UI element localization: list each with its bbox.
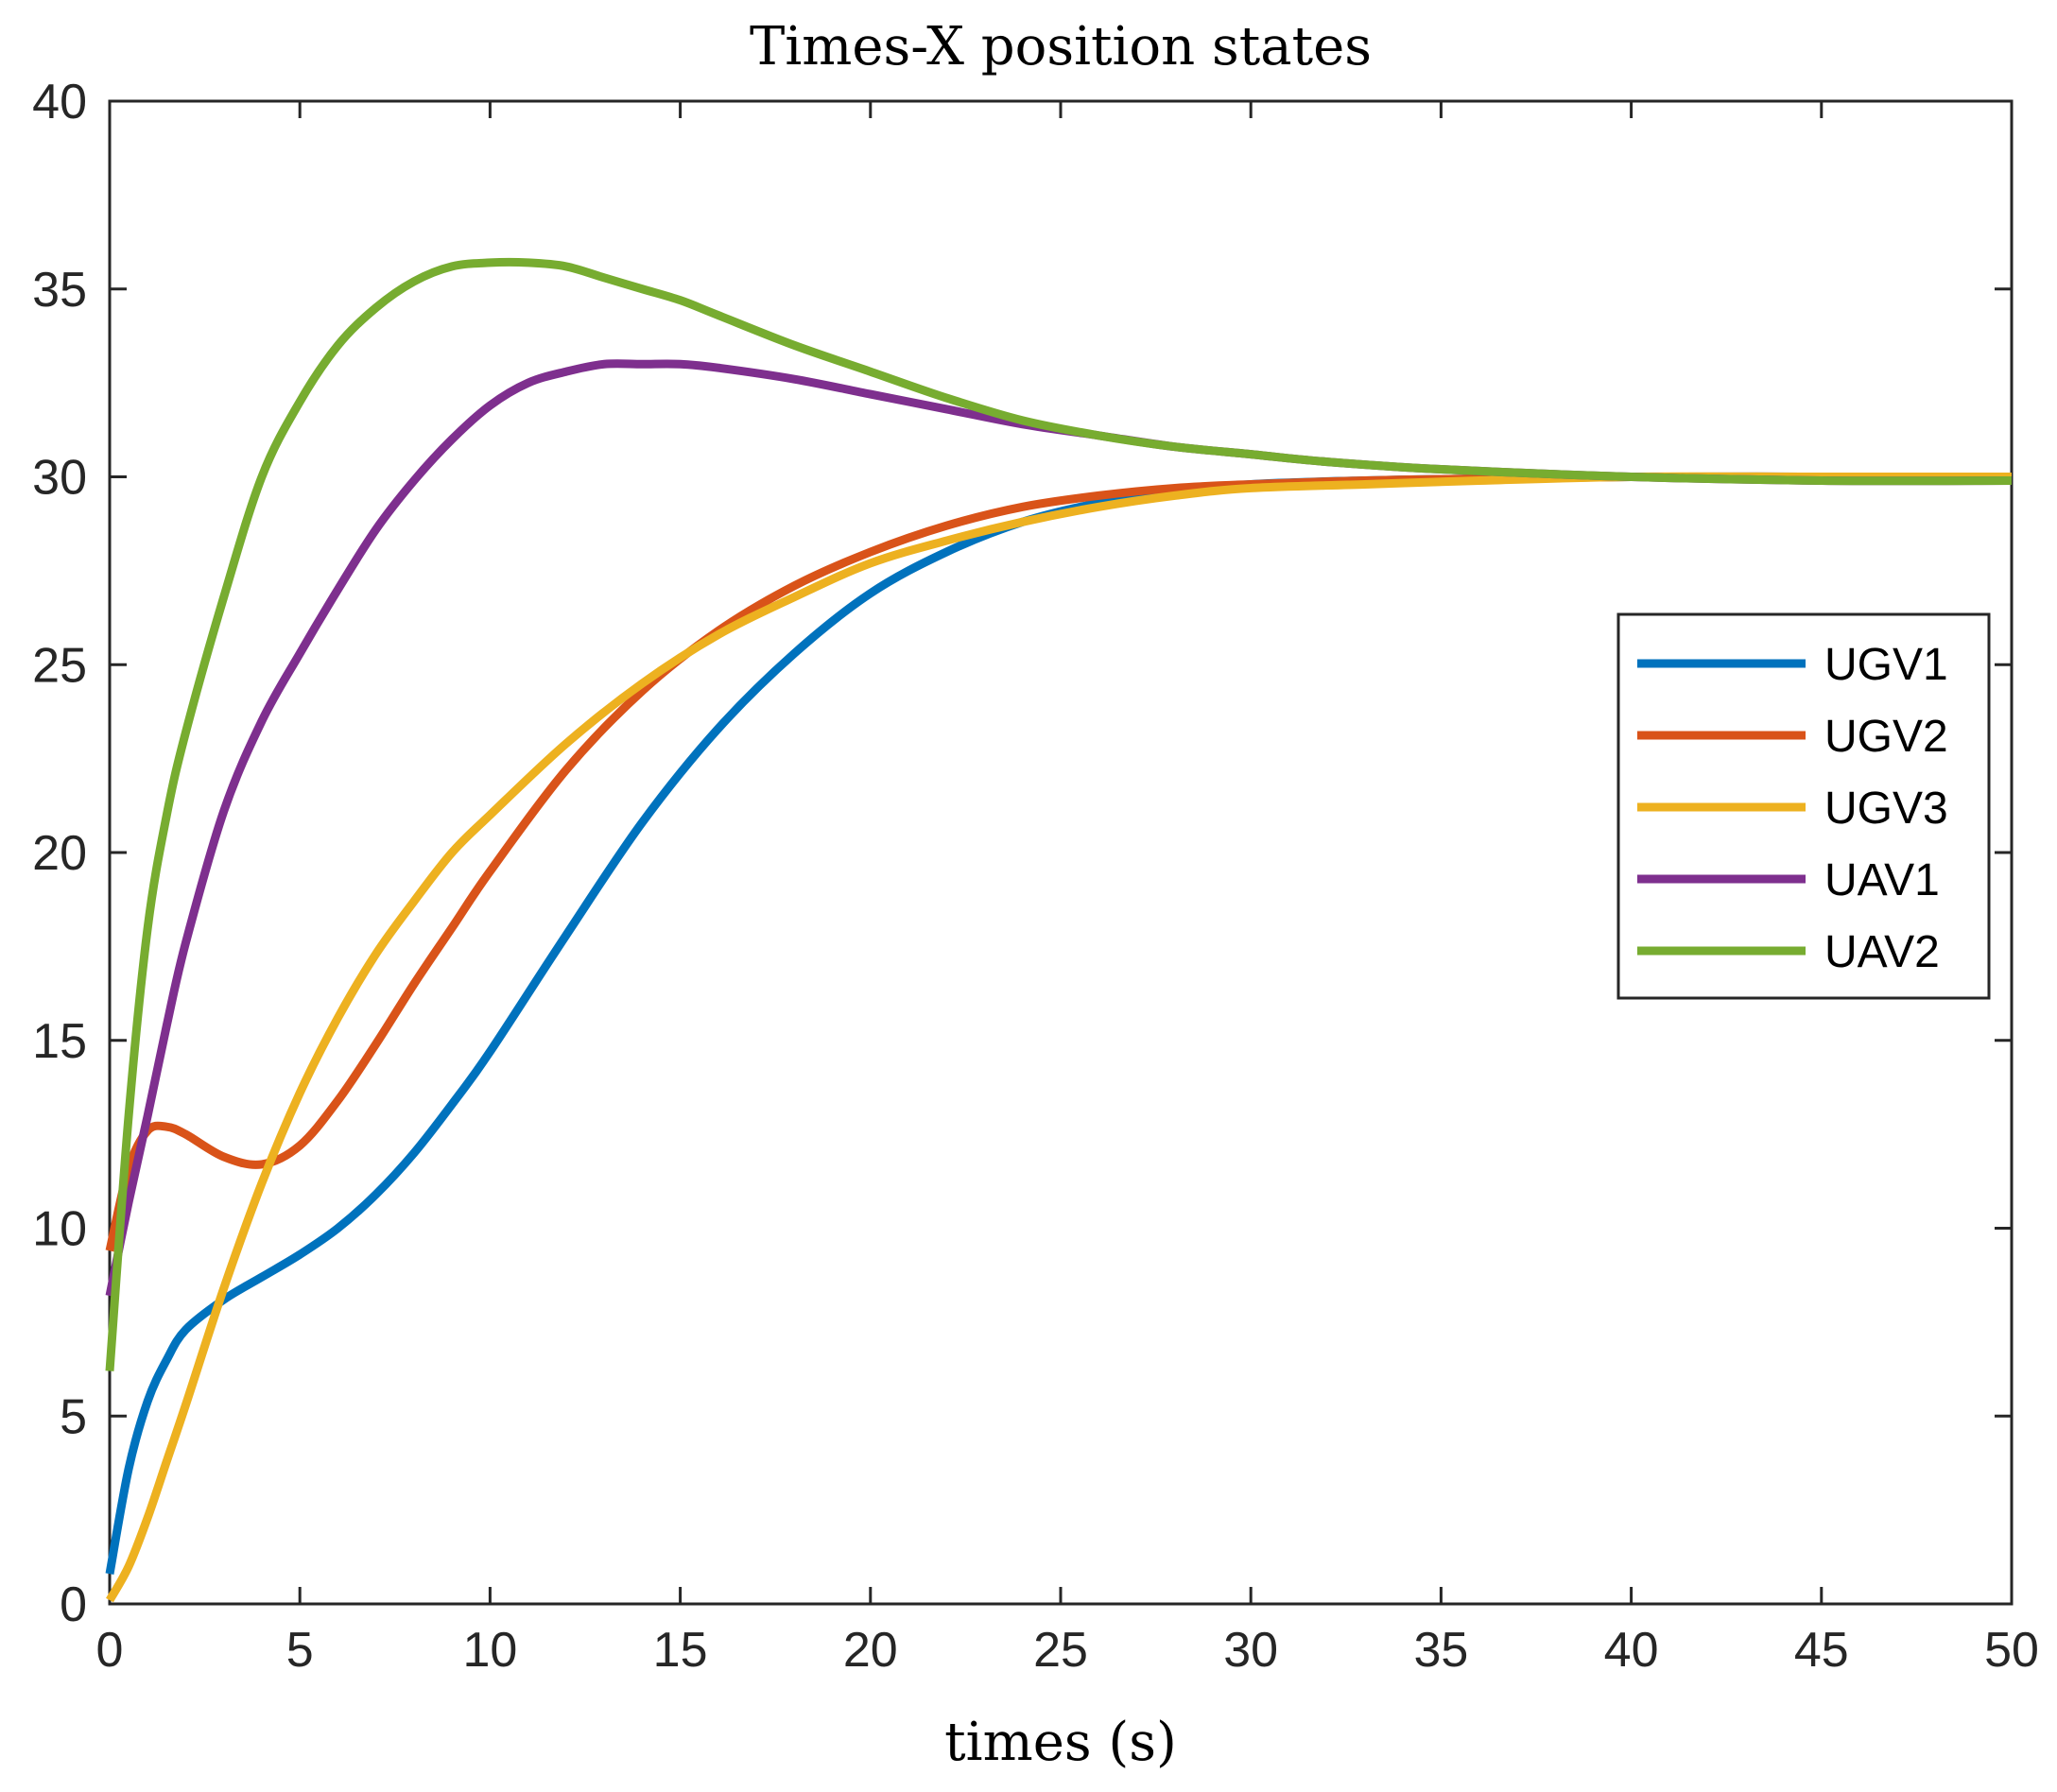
legend: UGV1 UGV2 UGV3 UAV1 UAV2 [1616, 612, 1991, 1000]
legend-label-uav2: UAV2 [1824, 927, 1940, 977]
series-line-ugv3 [106, 472, 2012, 1603]
axis-ticks: 0 5 10 15 20 25 30 35 40 45 50 0 5 10 15 20 25 30 35 40 [32, 75, 2039, 1678]
y-tick-label: 5 [60, 1389, 87, 1444]
y-tick-label: 35 [32, 263, 87, 318]
x-tick-label: 35 [1413, 1623, 1468, 1678]
legend-label-uav1: UAV1 [1824, 855, 1940, 905]
x-tick-label: 50 [1984, 1623, 2039, 1678]
series-line-uav2 [105, 257, 2013, 1371]
y-tick-label: 0 [60, 1577, 87, 1632]
x-tick-label: 15 [653, 1623, 708, 1678]
y-tick-label: 30 [32, 451, 87, 506]
legend-label-ugv2: UGV2 [1824, 712, 1948, 762]
x-tick-label: 5 [286, 1623, 314, 1678]
y-tick-label: 10 [32, 1202, 87, 1257]
y-tick-label: 15 [32, 1014, 87, 1069]
x-tick-label: 40 [1604, 1623, 1659, 1678]
x-tick-label: 30 [1223, 1623, 1278, 1678]
x-tick-label: 10 [462, 1623, 517, 1678]
series-group [105, 257, 2013, 1603]
y-tick-label: 40 [32, 75, 87, 129]
legend-label-ugv1: UGV1 [1824, 640, 1948, 690]
x-axis-label: times (s) [944, 1712, 1177, 1773]
x-tick-label: 0 [96, 1623, 124, 1678]
x-tick-label: 45 [1794, 1623, 1849, 1678]
chart-title: Times-X position states [750, 16, 1372, 78]
legend-label-ugv3: UGV3 [1824, 784, 1948, 834]
x-tick-label: 25 [1033, 1623, 1088, 1678]
y-tick-label: 20 [32, 826, 87, 881]
x-tick-label: 20 [843, 1623, 898, 1678]
y-tick-label: 25 [32, 638, 87, 693]
